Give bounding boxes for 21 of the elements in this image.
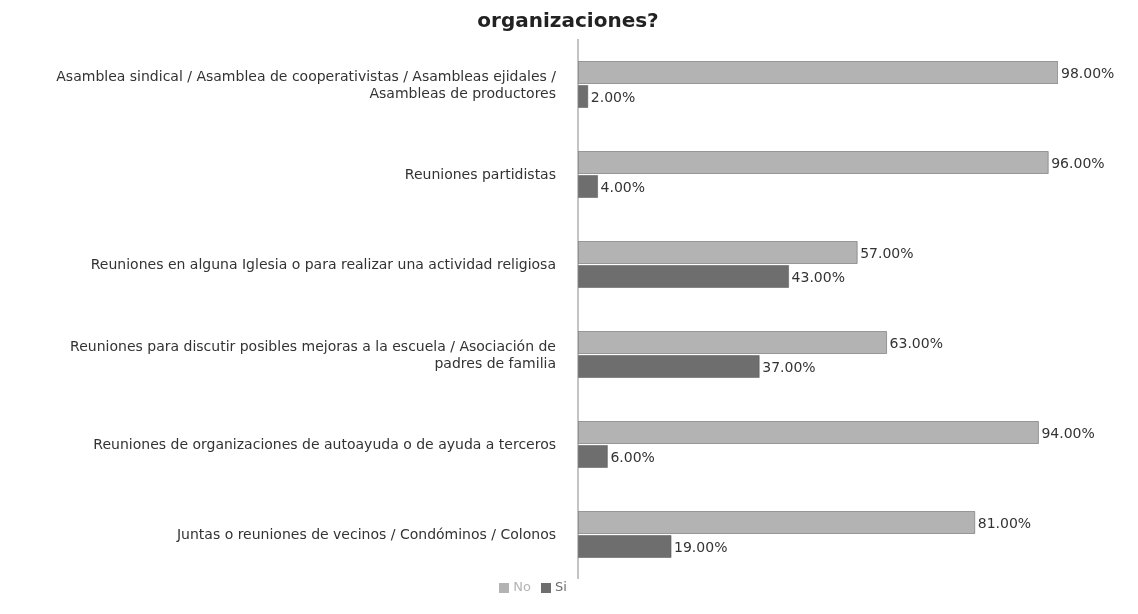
y-tick-label: Juntas o reuniones de vecinos / Condóminos / Colonos [175,526,556,542]
data-label: 43.00% [791,268,845,285]
data-label: 94.00% [1041,424,1095,441]
chart-title: organizaciones? [476,8,660,34]
y-tick-label: Asamblea sindical / Asamblea de cooperativistas / Asambleas ejidales / Asambleas de productores [56,67,557,101]
legend-label: No [513,579,531,594]
data-label: 81.00% [977,514,1032,531]
data-label: 96.00% [1051,154,1105,171]
data-label: 6.00% [610,448,655,465]
data-label: 2.00% [590,88,636,105]
data-label: 4.00% [600,178,646,195]
legend-label: Si [554,579,567,594]
y-tick-label: Reuniones en alguna Iglesia o para realizar una actividad religiosa [90,256,556,272]
data-label: 19.00% [674,538,728,555]
data-label: 57.00% [860,244,914,261]
y-tick-label: Reuniones partidistas [404,166,556,182]
y-tick-label: Reuniones de organizaciones de autoayuda o de ayuda a terceros [93,436,556,452]
y-tick-label: Reuniones para discutir posibles mejoras a la escuela / Asociación de padres de familia [70,337,556,371]
data-label: 98.00% [1061,64,1115,81]
data-label: 37.00% [762,358,816,375]
data-label: 63.00% [889,334,943,351]
